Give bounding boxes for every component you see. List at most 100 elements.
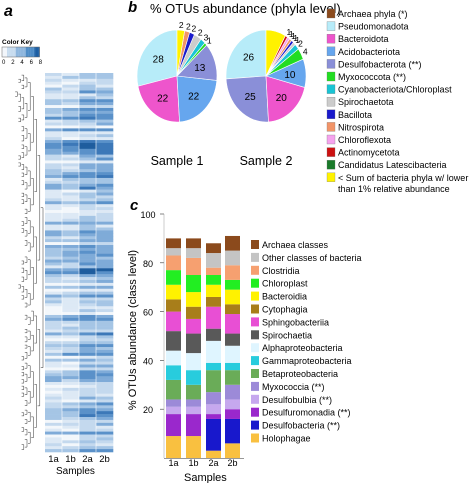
heatmap-cell (62, 242, 80, 246)
dendrogram-branch (21, 366, 25, 371)
heatmap-cell (62, 212, 80, 217)
bar-segment (225, 443, 240, 458)
heatmap-cell (62, 236, 80, 240)
heatmap-cell (45, 291, 63, 295)
heatmap-cell (96, 84, 114, 88)
heatmap-cell (79, 376, 97, 380)
bar-segment (166, 414, 181, 437)
row-dendrogram (15, 74, 44, 450)
heatmap-cell (62, 443, 80, 447)
heatmap-cell (62, 204, 80, 208)
heatmap-cell (79, 373, 97, 377)
bar-segment (225, 370, 240, 385)
heatmap-cell (45, 446, 63, 450)
heatmap-cell (62, 309, 80, 313)
heatmap-cell (96, 434, 114, 438)
heatmap-cell (96, 145, 114, 150)
y-tick-label: 80 (143, 259, 153, 269)
color-key-swatch (34, 47, 36, 57)
color-key-tick-label: 6 (30, 60, 34, 66)
heatmap-cell (62, 90, 80, 94)
pie-slice-label: 28 (153, 54, 165, 65)
heatmap-cell (62, 355, 80, 360)
heatmap-cell (96, 75, 114, 80)
dendrogram-branch (21, 199, 25, 204)
heatmap-cell (62, 306, 80, 310)
heatmap-cell (96, 175, 114, 179)
pie-slice (265, 75, 306, 123)
dendrogram-branch (28, 330, 31, 340)
heatmap-cell (96, 312, 114, 316)
dendrogram-branch (24, 182, 28, 190)
heatmap-cell (79, 192, 97, 196)
heatmap-cell (79, 326, 97, 330)
heatmap-cell (62, 265, 80, 269)
bar-segment (225, 250, 240, 266)
heatmap-cell (79, 247, 97, 252)
heatmap-cell (45, 259, 63, 263)
heatmap-cell (96, 163, 114, 167)
bar-segment (186, 292, 201, 307)
heatmap-cell (79, 245, 97, 249)
legend-label: Bacteroidia (262, 292, 307, 302)
legend-swatch (251, 381, 259, 391)
heatmap-cell (79, 271, 97, 275)
legend-label: < Sum of bacteria phyla w/ lower (338, 173, 468, 183)
heatmap-cell (79, 382, 97, 386)
heatmap-cell (45, 122, 63, 126)
heatmap-cell (79, 294, 97, 298)
heatmap-cell (96, 419, 114, 424)
heatmap-cell (45, 373, 63, 377)
heatmap-cell (45, 99, 63, 103)
heatmap-cell (79, 344, 97, 348)
heatmap-cell (79, 172, 97, 176)
color-key-swatch (30, 47, 33, 57)
heatmap-cell (62, 431, 80, 435)
heatmap-cell (45, 352, 63, 357)
heatmap-cell (45, 180, 63, 185)
heatmap-grid (45, 73, 114, 453)
heatmap-cell (79, 361, 97, 365)
heatmap-cell (96, 326, 114, 330)
legend-swatch (326, 134, 336, 145)
heatmap-cell (62, 428, 80, 432)
legend-swatch (251, 407, 259, 417)
heatmap-cell (45, 93, 63, 97)
heatmap-cell (96, 157, 114, 161)
panel-letter-c: c (130, 197, 139, 214)
legend-label: Candidatus Latescibacteria (338, 160, 447, 170)
heatmap-cell (79, 236, 97, 240)
heatmap-cell (96, 271, 114, 275)
heatmap-cell (62, 151, 80, 155)
heatmap-cell (45, 189, 63, 193)
dendrogram-branch (24, 314, 28, 320)
dendrogram-branch (21, 427, 25, 432)
dendrogram-branch (28, 170, 31, 187)
heatmap-cell (96, 183, 114, 187)
heatmap-cell (45, 250, 63, 255)
heatmap-cell (79, 367, 97, 371)
pie-slice-label: 3 (204, 32, 209, 42)
heatmap-cell (45, 148, 63, 153)
dendrogram-branch (18, 106, 21, 112)
heatmap-cell (45, 137, 63, 141)
bar-segment (206, 306, 221, 329)
heatmap-cell (62, 183, 80, 187)
bar-segment (225, 289, 240, 305)
heatmap-cell (79, 151, 97, 155)
heatmap-cell (96, 230, 114, 234)
heatmap-cell (79, 177, 97, 182)
heatmap-cell (45, 175, 63, 179)
heatmap-cell (45, 367, 63, 371)
dendrogram-branch (24, 77, 28, 88)
bar-segment (186, 414, 201, 437)
heatmap-cell (96, 166, 114, 170)
heatmap-cell (96, 90, 114, 94)
heatmap-cell (79, 387, 97, 392)
heatmap-cell (62, 250, 80, 255)
heatmap-cell (62, 75, 80, 80)
heatmap-cell (96, 277, 114, 281)
heatmap-cell (62, 140, 80, 144)
heatmap-cell (45, 212, 63, 217)
